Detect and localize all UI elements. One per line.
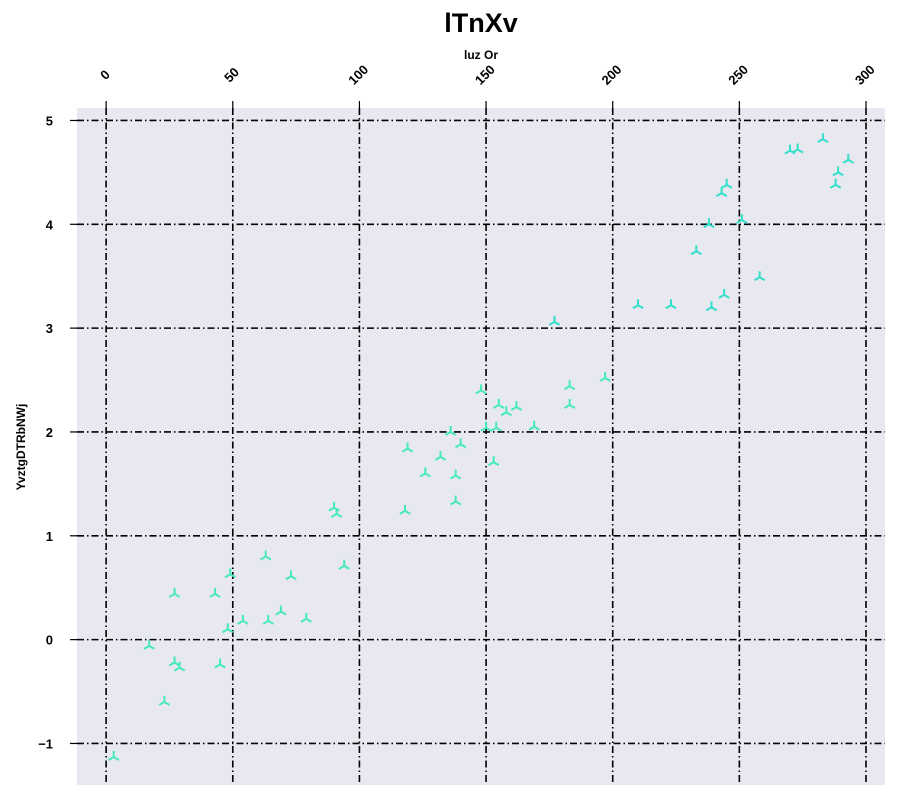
data-point bbox=[275, 605, 287, 616]
y-tick-label: −1 bbox=[38, 736, 53, 751]
data-point bbox=[563, 398, 576, 409]
data-point bbox=[475, 384, 487, 395]
data-point bbox=[237, 614, 249, 625]
data-point bbox=[214, 658, 226, 669]
data-point bbox=[632, 299, 644, 310]
data-point bbox=[548, 315, 561, 326]
data-point bbox=[480, 421, 492, 432]
data-point bbox=[108, 750, 120, 761]
data-point bbox=[510, 401, 523, 411]
x-tick-label: 100 bbox=[345, 62, 371, 88]
x-tick-label: 150 bbox=[472, 62, 498, 88]
y-axis-label: YvztgDTRbNWj bbox=[14, 404, 28, 491]
y-tick-label: 2 bbox=[46, 425, 53, 440]
data-point bbox=[168, 587, 181, 598]
y-tick-label: 5 bbox=[46, 113, 53, 128]
data-point bbox=[817, 133, 829, 144]
x-tick-label: 300 bbox=[852, 62, 878, 88]
data-point bbox=[260, 550, 272, 561]
data-point bbox=[285, 570, 297, 581]
data-point bbox=[703, 218, 715, 229]
data-point bbox=[449, 495, 462, 506]
data-point bbox=[419, 467, 431, 478]
data-point bbox=[500, 406, 513, 417]
data-point bbox=[705, 301, 718, 312]
y-tick-label: 4 bbox=[46, 217, 54, 232]
data-point bbox=[399, 504, 411, 515]
data-point bbox=[262, 614, 274, 625]
x-tick-label: 0 bbox=[97, 67, 113, 83]
data-point bbox=[665, 299, 677, 310]
data-point bbox=[528, 420, 540, 431]
data-points bbox=[108, 133, 854, 761]
data-point bbox=[300, 612, 312, 623]
data-point bbox=[222, 623, 234, 634]
x-tick-label: 250 bbox=[725, 62, 751, 88]
data-point bbox=[338, 559, 350, 570]
data-point bbox=[224, 568, 236, 579]
x-axis-label: luz Or bbox=[464, 48, 498, 62]
y-tick-label: 0 bbox=[46, 633, 53, 648]
data-point bbox=[715, 187, 728, 198]
data-point bbox=[490, 421, 502, 432]
y-tick-label: 3 bbox=[46, 321, 53, 336]
data-point bbox=[832, 166, 844, 177]
data-point bbox=[720, 178, 733, 189]
grid-lines bbox=[77, 108, 885, 785]
data-point bbox=[563, 380, 576, 391]
data-point bbox=[209, 587, 221, 598]
data-point bbox=[449, 469, 462, 480]
data-point bbox=[487, 456, 500, 466]
data-point bbox=[736, 214, 748, 225]
data-point bbox=[493, 398, 505, 409]
data-point bbox=[718, 288, 730, 299]
chart-title: lTnXv bbox=[444, 8, 518, 38]
y-tick-label: 1 bbox=[46, 529, 53, 544]
x-tick-label: 50 bbox=[221, 64, 242, 85]
x-tick-label: 200 bbox=[599, 62, 625, 88]
data-point bbox=[753, 271, 766, 282]
data-point bbox=[143, 639, 155, 650]
data-point bbox=[455, 438, 467, 449]
data-point bbox=[330, 507, 343, 518]
data-point bbox=[599, 371, 611, 382]
data-point bbox=[791, 143, 804, 154]
data-point bbox=[829, 178, 842, 189]
data-point bbox=[401, 442, 414, 453]
data-point bbox=[842, 153, 854, 164]
data-point bbox=[173, 661, 186, 672]
plot-area bbox=[77, 108, 885, 785]
data-point bbox=[690, 245, 702, 256]
data-point bbox=[434, 450, 447, 461]
data-point bbox=[444, 425, 457, 436]
data-point bbox=[158, 695, 171, 706]
